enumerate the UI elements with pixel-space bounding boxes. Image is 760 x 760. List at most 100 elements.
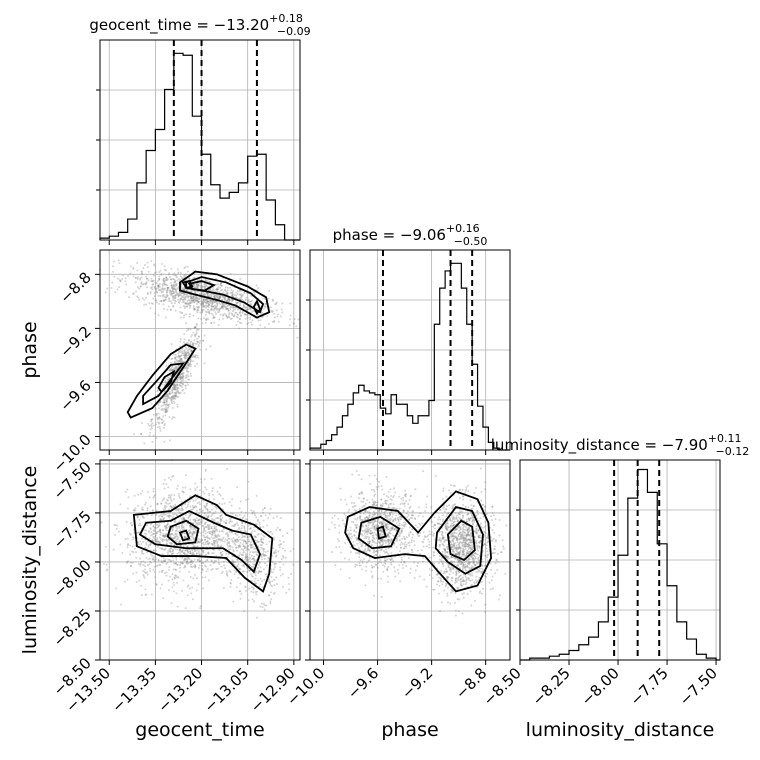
sample-point (192, 297, 195, 300)
sample-point (238, 526, 241, 529)
sample-point (204, 529, 207, 532)
sample-point (189, 295, 192, 298)
sample-point (479, 539, 482, 542)
sample-point (206, 305, 209, 308)
sample-point (121, 277, 124, 280)
sample-point (198, 560, 201, 563)
sample-point (263, 305, 266, 308)
sample-point (177, 387, 180, 390)
sample-point (217, 311, 220, 314)
sample-point (381, 543, 384, 546)
sample-point (183, 564, 186, 567)
sample-point (200, 561, 203, 564)
sample-point (149, 528, 152, 531)
sample-point (157, 294, 160, 297)
sample-point (156, 536, 159, 539)
sample-point (245, 546, 248, 549)
sample-point (253, 555, 256, 558)
sample-point (370, 527, 373, 530)
sample-point (420, 549, 423, 552)
sample-point (175, 284, 178, 287)
sample-point (172, 548, 175, 551)
sample-point (198, 298, 201, 301)
sample-point (371, 539, 374, 542)
sample-point (174, 547, 177, 550)
sample-point (236, 565, 239, 568)
sample-point (410, 549, 413, 552)
sample-point (170, 542, 173, 545)
sample-point (161, 571, 164, 574)
sample-point (168, 541, 171, 544)
sample-point (191, 534, 194, 537)
sample-point (175, 576, 178, 579)
sample-point (364, 535, 367, 538)
sample-point (383, 561, 386, 564)
sample-point (162, 420, 165, 423)
sample-point (369, 507, 372, 510)
sample-point (153, 530, 156, 533)
sample-point (171, 553, 174, 556)
sample-point (224, 567, 227, 570)
sample-point (238, 553, 241, 556)
sample-point (237, 563, 240, 566)
sample-point (164, 299, 167, 302)
sample-point (379, 520, 382, 523)
sample-point (402, 547, 405, 550)
sample-point (358, 517, 361, 520)
sample-point (166, 287, 169, 290)
sample-point (221, 503, 224, 506)
sample-point (411, 514, 414, 517)
sample-point (184, 380, 187, 383)
sample-point (216, 294, 219, 297)
sample-point (228, 540, 231, 543)
sample-point (221, 530, 224, 533)
sample-point (219, 313, 222, 316)
sample-point (196, 299, 199, 302)
sample-point (335, 546, 338, 549)
sample-point (197, 301, 200, 304)
sample-point (194, 528, 197, 531)
sample-point (174, 535, 177, 538)
sample-point (124, 280, 127, 283)
sample-point (152, 297, 155, 300)
sample-point (215, 302, 218, 305)
sample-point (165, 526, 168, 529)
sample-point (170, 287, 173, 290)
sample-point (168, 299, 171, 302)
sample-point (465, 486, 468, 489)
sample-point (213, 519, 216, 522)
sample-point (238, 544, 241, 547)
sample-point (255, 582, 258, 585)
sample-point (181, 386, 184, 389)
sample-point (331, 516, 334, 519)
sample-point (247, 558, 250, 561)
sample-point (204, 486, 207, 489)
sample-point (250, 323, 253, 326)
sample-point (166, 553, 169, 556)
sample-point (419, 532, 422, 535)
sample-point (149, 307, 152, 310)
sample-point (182, 383, 185, 386)
sample-point (169, 293, 172, 296)
sample-point (215, 288, 218, 291)
sample-point (151, 539, 154, 542)
sample-point (238, 297, 241, 300)
sample-point (374, 527, 377, 530)
sample-point (159, 533, 162, 536)
sample-point (214, 559, 217, 562)
sample-point (182, 341, 185, 344)
sample-point (390, 552, 393, 555)
sample-point (164, 408, 167, 411)
sample-point (176, 383, 179, 386)
sample-point (219, 294, 222, 297)
sample-point (183, 297, 186, 300)
sample-point (143, 503, 146, 506)
sample-point (181, 551, 184, 554)
sample-point (172, 387, 175, 390)
sample-point (208, 295, 211, 298)
sample-point (378, 541, 381, 544)
sample-point (241, 534, 244, 537)
sample-point (152, 283, 155, 286)
sample-point (173, 272, 176, 275)
sample-point (148, 455, 150, 457)
